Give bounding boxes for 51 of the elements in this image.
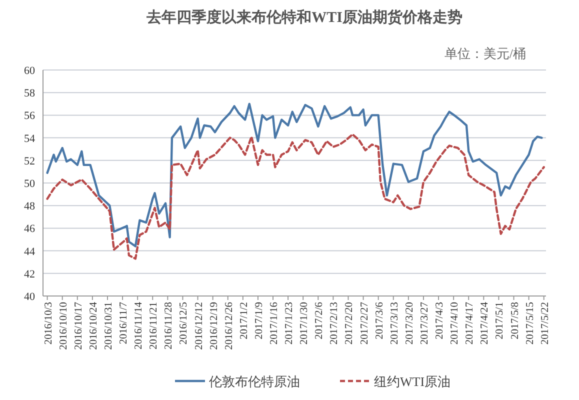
x-tick-label: 2017/4/24 — [480, 301, 491, 345]
x-tick-label: 2016/10/3 — [43, 302, 54, 345]
chart-title: 去年四季度以来布伦特和WTI原油期货价格走势 — [146, 8, 462, 26]
legend-label: 纽约WTI原油 — [374, 374, 451, 389]
x-tick-label: 2017/3/13 — [389, 302, 400, 345]
y-tick-label: 52 — [24, 155, 35, 168]
line-series — [46, 102, 543, 248]
x-tick-label: 2017/1/23 — [284, 302, 296, 345]
x-tick-label: 2017/2/20 — [344, 302, 356, 345]
x-tick-label: 2016/11/14 — [134, 301, 145, 350]
x-tick-label: 2016/11/21 — [148, 302, 160, 350]
y-tick-label: 40 — [24, 291, 36, 303]
x-tick-label: 2016/10/10 — [58, 302, 70, 350]
x-tick-label: 2017/4/3 — [434, 302, 446, 340]
x-tick-label: 2017/1/16 — [269, 302, 280, 345]
x-tick-label: 2017/2/13 — [329, 302, 340, 345]
x-tick-label: 2016/12/26 — [224, 302, 235, 350]
line-series — [46, 133, 545, 260]
x-tick-label: 2017/5/1 — [494, 302, 506, 340]
y-tick-label: 44 — [24, 246, 36, 258]
y-tick-label: 60 — [24, 65, 36, 77]
y-tick-label: 54 — [24, 132, 36, 145]
y-tick-label: 50 — [24, 178, 36, 190]
y-tick-label: 46 — [24, 223, 36, 236]
x-tick-label: 2017/3/27 — [419, 302, 430, 345]
x-tick-label: 2016/10/17 — [73, 302, 84, 350]
y-tick-label: 48 — [24, 200, 36, 213]
x-tick-label: 2016/10/31 — [103, 302, 114, 350]
text: 单位：美元/桶 — [444, 46, 526, 61]
x-tick-label: 2017/1/9 — [254, 302, 265, 340]
x-tick-label: 2017/2/27 — [359, 302, 370, 345]
x-tick-label: 2017/4/17 — [464, 302, 476, 345]
x-tick-label: 2017/2/6 — [314, 302, 326, 340]
x-tick-label: 2017/1/30 — [299, 302, 310, 345]
x-tick-label: 2016/12/5 — [178, 302, 190, 345]
x-tick-label: 2017/3/6 — [374, 302, 386, 340]
x-tick-label: 2016/12/19 — [208, 302, 220, 350]
x-tick-label: 2017/5/15 — [524, 302, 536, 345]
x-tick-label: 2017/5/8 — [510, 302, 521, 340]
x-tick-label: 2016/10/24 — [88, 301, 100, 350]
x-tick-label: 2016/12/12 — [194, 302, 205, 350]
x-tick-label: 2016/11/7 — [118, 302, 130, 344]
y-tick-label: 56 — [24, 110, 36, 122]
x-tick-label: 2017/3/20 — [404, 302, 416, 345]
y-tick-label: 58 — [24, 88, 36, 100]
x-tick-label: 2017/4/10 — [450, 302, 461, 345]
x-tick-label: 2017/5/22 — [540, 302, 551, 345]
y-tick-label: 42 — [24, 268, 35, 280]
legend-label: 伦敦布伦特原油 — [209, 374, 300, 389]
x-tick-label: 2016/11/28 — [164, 302, 175, 350]
x-tick-label: 2017/1/2 — [238, 302, 250, 340]
